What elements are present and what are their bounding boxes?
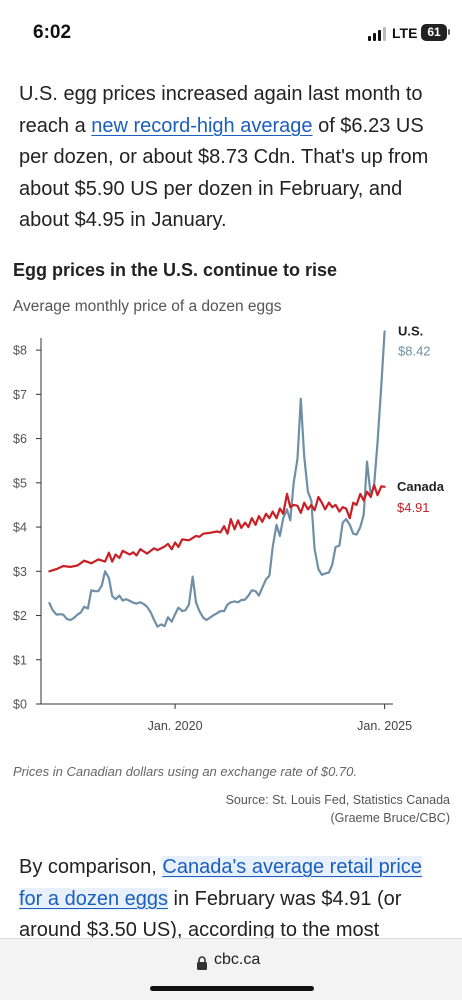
chart-source: Source: St. Louis Fed, Statistics Canada…: [120, 791, 450, 827]
chart-note: Prices in Canadian dollars using an exch…: [13, 764, 357, 779]
x-tick-label: Jan. 2025: [357, 719, 412, 733]
series-line-us: [48, 330, 386, 628]
status-bar: 6:02 LTE 61: [0, 0, 462, 70]
y-tick-label: $4: [13, 521, 27, 535]
canada-series-name: Canada: [397, 479, 445, 494]
lock-icon: [197, 956, 207, 970]
paragraph-text: By comparison,: [19, 856, 163, 878]
cellular-signal-icon: [368, 27, 388, 41]
us-end-value: $8.42: [398, 344, 431, 359]
us-series-name: U.S.: [398, 324, 423, 339]
y-tick-label: $5: [13, 476, 27, 490]
paragraph-text: U.S. egg prices increased again last mon…: [19, 83, 423, 137]
record-high-average-link[interactable]: new record-high average: [91, 114, 313, 137]
article-paragraph: U.S. egg prices increased again last mon…: [19, 79, 449, 237]
status-time: 6:02: [33, 22, 72, 43]
y-tick-label: $2: [13, 609, 27, 623]
url-text[interactable]: cbc.ca: [214, 951, 261, 968]
browser-address-bar[interactable]: cbc.ca: [0, 938, 462, 1000]
y-tick-label: $7: [13, 388, 27, 402]
paragraph-text: in February was $4.91 (or around $3.50 U…: [19, 887, 402, 942]
source-line: Source: St. Louis Fed, Statistics Canada: [225, 793, 450, 807]
credit-line: (Graeme Bruce/CBC): [330, 811, 450, 825]
y-tick-label: $3: [13, 565, 27, 579]
paragraph-text: of $6.23 US per dozen, or about $8.73 Cd…: [19, 114, 429, 232]
y-tick-label: $8: [13, 344, 27, 358]
series-line-canada: [48, 483, 386, 573]
network-type: LTE: [392, 25, 418, 41]
y-tick-label: $6: [13, 432, 27, 446]
chart-subtitle: Average monthly price of a dozen eggs: [13, 298, 282, 315]
canada-end-value: $4.91: [397, 500, 430, 515]
article-paragraph: By comparison, Canada's average retail p…: [19, 852, 449, 947]
egg-price-line-chart: $0 $1 $2 $3 $4 $5 $6 $7 $8 Jan. 2020 Jan. 2025 U.S.…: [13, 324, 445, 733]
battery-icon: 61: [421, 24, 450, 41]
y-tick-label: $1: [13, 653, 27, 667]
battery-level: 61: [427, 25, 441, 39]
home-indicator[interactable]: [150, 986, 314, 991]
x-tick-label: Jan. 2020: [148, 719, 203, 733]
y-tick-label: $0: [13, 698, 27, 712]
chart-title: Egg prices in the U.S. continue to rise: [13, 260, 338, 280]
